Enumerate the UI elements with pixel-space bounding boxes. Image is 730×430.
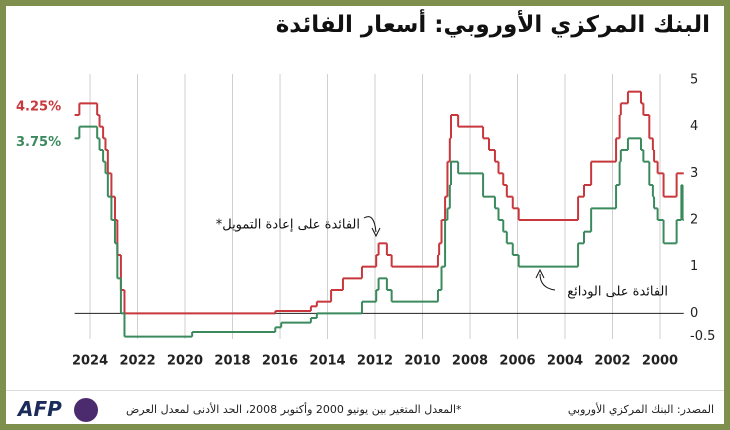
x-tick-label: 2020 bbox=[167, 354, 203, 369]
y-tick-label: 3 bbox=[690, 166, 698, 181]
annotation-arrow bbox=[539, 273, 556, 291]
arrow-head bbox=[371, 227, 381, 238]
footer: AFP *المعدل المتغير بين يونيو 2000 وأكتو… bbox=[6, 390, 724, 425]
y-tick-label: 1 bbox=[690, 259, 698, 274]
x-tick-label: 2000 bbox=[642, 354, 678, 369]
series-annotation: الفائدة على الودائع bbox=[567, 285, 668, 300]
x-tick-label: 2016 bbox=[262, 354, 298, 369]
series-annotation: الفائدة على إعادة التمويل* bbox=[216, 218, 360, 233]
end-label: 4.25% bbox=[16, 100, 61, 115]
footnote: *المعدل المتغير بين يونيو 2000 وأكتوبر 2… bbox=[126, 403, 462, 416]
logo: AFP bbox=[18, 397, 62, 421]
x-tick-label: 2008 bbox=[452, 354, 488, 369]
x-tick-label: 2024 bbox=[72, 354, 108, 369]
annotation-arrow bbox=[363, 216, 377, 233]
x-tick-label: 2022 bbox=[119, 354, 155, 369]
y-tick-label: 2 bbox=[690, 213, 698, 228]
y-tick-label: 0 bbox=[690, 306, 698, 321]
arrow-head bbox=[535, 268, 545, 279]
x-tick-label: 2012 bbox=[357, 354, 393, 369]
x-tick-label: 2018 bbox=[214, 354, 250, 369]
x-tick-label: 2010 bbox=[404, 354, 440, 369]
y-tick-label: 4 bbox=[690, 119, 698, 134]
source: المصدر: البنك المركزي الأوروبي bbox=[567, 403, 714, 416]
x-tick-label: 2002 bbox=[594, 354, 630, 369]
chart-title: البنك المركزي الأوروبي: أسعار الفائدة bbox=[275, 12, 710, 38]
x-tick-label: 2004 bbox=[547, 354, 583, 369]
x-tick-label: 2014 bbox=[309, 354, 345, 369]
end-label: 3.75% bbox=[16, 135, 61, 150]
x-tick-label: 2006 bbox=[499, 354, 535, 369]
y-tick-label: -0.5 bbox=[690, 329, 715, 344]
y-tick-label: 5 bbox=[690, 73, 698, 88]
logo-dot bbox=[74, 398, 98, 422]
